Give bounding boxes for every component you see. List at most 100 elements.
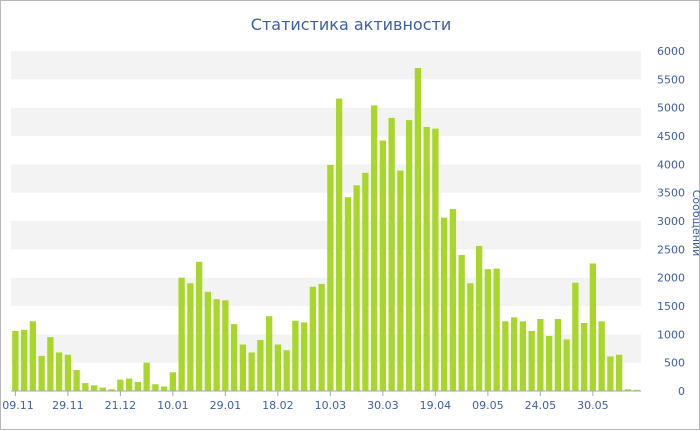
x-tick-label: 19.04 xyxy=(420,399,452,412)
grid-bands xyxy=(11,51,641,391)
y-tick-label: 1000 xyxy=(657,328,685,341)
bar xyxy=(230,324,238,391)
bar xyxy=(309,286,317,391)
y-tick-label: 3000 xyxy=(657,215,685,228)
x-tick-label: 18.02 xyxy=(262,399,294,412)
grid-band xyxy=(11,334,641,363)
bar xyxy=(458,255,465,391)
bar xyxy=(432,128,439,391)
bar xyxy=(55,352,63,391)
grid-band xyxy=(11,362,641,391)
bar xyxy=(152,384,159,391)
x-tick-label: 10.03 xyxy=(315,399,347,412)
bar xyxy=(239,344,247,391)
bar-series xyxy=(12,68,640,392)
bar xyxy=(449,209,457,391)
x-tick-label: 30.03 xyxy=(367,399,399,412)
y-tick-label: 5500 xyxy=(657,73,685,86)
grid-band xyxy=(11,79,641,108)
x-tick-label: 24.05 xyxy=(525,399,557,412)
bar xyxy=(440,217,448,391)
bar xyxy=(204,291,212,391)
bar xyxy=(195,261,203,391)
y-tick-label: 0 xyxy=(678,385,685,398)
grid-band xyxy=(11,136,641,165)
bar xyxy=(563,339,570,391)
bar xyxy=(572,282,579,391)
bar xyxy=(414,68,422,391)
bar xyxy=(519,321,527,391)
bar xyxy=(99,387,107,391)
bar xyxy=(29,321,37,391)
bar xyxy=(222,300,229,391)
bar xyxy=(467,283,474,391)
grid-band xyxy=(11,306,641,335)
bar xyxy=(47,337,54,391)
y-tick-label: 1500 xyxy=(657,300,685,313)
x-axis-ticks: 09.11 29.11 21.12 10.01 29.01 18.02 10.03 30.03… xyxy=(2,391,609,412)
bar xyxy=(335,98,343,391)
bar xyxy=(248,352,255,391)
bar xyxy=(274,344,282,391)
bar xyxy=(624,389,632,391)
bar xyxy=(187,283,194,391)
chart-title: Статистика активности xyxy=(250,15,452,34)
bar xyxy=(353,185,360,391)
bar xyxy=(257,340,264,391)
bar xyxy=(292,320,299,391)
bar xyxy=(134,381,142,391)
bar xyxy=(379,140,387,391)
bar xyxy=(20,329,28,391)
x-tick-label: 29.11 xyxy=(52,399,84,412)
bar xyxy=(545,336,553,391)
bar xyxy=(554,319,562,391)
bar xyxy=(160,386,168,391)
bar xyxy=(493,268,500,391)
bar xyxy=(388,117,395,392)
bar xyxy=(300,322,308,391)
grid-band xyxy=(11,249,641,278)
bar xyxy=(38,355,45,391)
bar xyxy=(265,316,273,391)
y-tick-label: 4000 xyxy=(657,158,685,171)
bar xyxy=(615,354,623,391)
x-tick-label: 10.01 xyxy=(157,399,189,412)
x-tick-label: 09.11 xyxy=(2,399,34,412)
bar xyxy=(117,379,124,391)
y-tick-label: 2500 xyxy=(657,243,685,256)
bar xyxy=(318,283,325,391)
y-tick-label: 500 xyxy=(664,357,685,370)
bar xyxy=(90,385,98,391)
bar xyxy=(405,120,413,391)
bar xyxy=(143,362,150,391)
bar xyxy=(64,354,72,391)
grid-band xyxy=(11,192,641,221)
y-tick-label: 5000 xyxy=(657,102,685,115)
grid-band xyxy=(11,107,641,136)
bar xyxy=(178,277,185,391)
grid-band xyxy=(11,51,641,80)
bar xyxy=(344,197,352,391)
grid-band xyxy=(11,221,641,250)
bar xyxy=(125,378,133,391)
y-tick-label: 4500 xyxy=(657,130,685,143)
y-tick-label: 6000 xyxy=(657,45,685,58)
bar xyxy=(607,356,614,391)
bar xyxy=(475,245,483,391)
y-axis-ticks: 0 500 1000 1500 2000 2500 3000 3500 4000 4500 5000… xyxy=(657,45,685,398)
bar xyxy=(362,172,369,391)
bar xyxy=(580,323,588,391)
bar xyxy=(589,263,597,391)
bar xyxy=(484,269,492,391)
grid-band xyxy=(11,277,641,306)
bar xyxy=(213,299,220,391)
bar xyxy=(12,330,19,391)
bar xyxy=(397,170,404,391)
y-axis-label: Сообщений xyxy=(690,190,700,257)
bar xyxy=(502,321,509,391)
grid-band xyxy=(11,164,641,193)
bar xyxy=(169,372,177,391)
bar xyxy=(82,383,89,391)
